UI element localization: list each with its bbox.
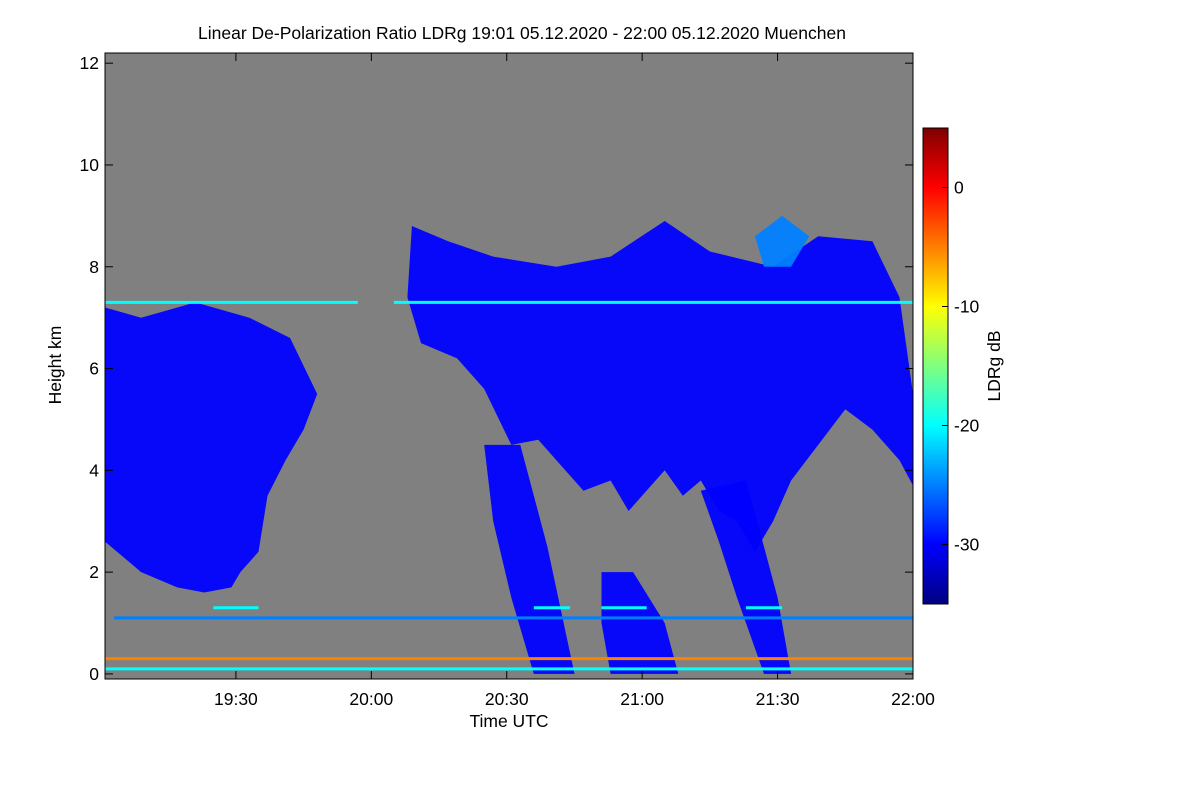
x-tick-label: 19:30 [214, 689, 258, 709]
fallstreak-3 [700, 480, 792, 674]
colorbar-ticks: 0 -10 -20 -30 [942, 178, 980, 555]
y-tick-label: 6 [89, 359, 99, 379]
y-axis-label: Height km [45, 326, 65, 405]
colorbar-tick-label: 0 [954, 178, 964, 198]
chart-title: Linear De-Polarization Ratio LDRg 19:01 … [198, 23, 846, 43]
y-axis: 0 2 4 6 8 10 12 [80, 53, 913, 684]
x-axis: 19:30 20:00 20:30 21:00 21:30 22:00 [214, 53, 935, 709]
y-tick-label: 4 [89, 460, 99, 480]
colorbar-label: LDRg dB [984, 330, 1004, 401]
y-tick-label: 12 [80, 53, 99, 73]
fallstreak-2 [601, 572, 679, 674]
x-tick-label: 20:00 [349, 689, 393, 709]
colorbar-tick-label: -20 [954, 416, 980, 436]
y-tick-label: 0 [89, 664, 99, 684]
y-tick-label: 8 [89, 257, 99, 277]
x-tick-label: 21:00 [620, 689, 664, 709]
colorbar [922, 127, 949, 605]
colorbar-tick-label: -30 [954, 535, 980, 555]
colorbar-tick-label: -10 [954, 297, 980, 317]
cloud-19h [105, 302, 318, 593]
y-tick-label: 10 [80, 155, 100, 175]
x-tick-label: 21:30 [756, 689, 800, 709]
cloud-top-extension [755, 215, 810, 267]
x-tick-label: 20:30 [485, 689, 529, 709]
aerosol-layers [105, 300, 913, 671]
x-axis-label: Time UTC [469, 711, 548, 731]
x-tick-label: 22:00 [891, 689, 935, 709]
plot-frame [104, 52, 914, 680]
y-tick-label: 2 [89, 562, 99, 582]
